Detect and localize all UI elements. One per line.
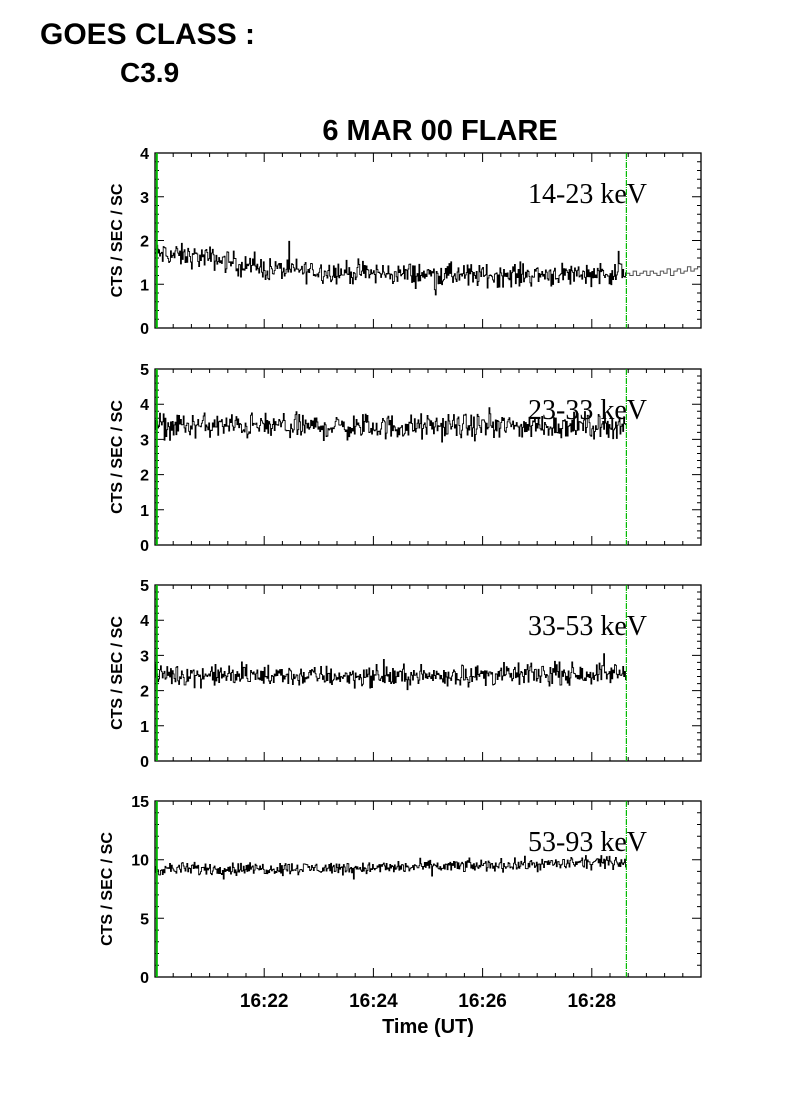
panel-4-x-ticks <box>154 801 702 977</box>
panel-2-band-label: 23-33 keV <box>528 395 647 426</box>
x-tick-label: 16:26 <box>458 991 507 1012</box>
panel-4-band-label: 53-93 keV <box>528 827 647 858</box>
panel-1-tail-curve <box>626 266 701 276</box>
panel-1-band-label: 14-23 keV <box>528 179 647 210</box>
panel-2-y-axis-label: CTS / SEC / SC <box>109 400 126 514</box>
panel-3-band-label: 33-53 keV <box>528 611 647 642</box>
panel-4-y-axis-label: CTS / SEC / SC <box>99 832 116 946</box>
panel-4-y-tick-label: 0 <box>140 970 149 987</box>
panel-4-y-tick-label: 15 <box>131 794 149 811</box>
panel-2-x-ticks <box>154 369 702 545</box>
x-axis-label: Time (UT) <box>382 1016 474 1038</box>
panel-2-y-tick-label: 4 <box>140 397 149 414</box>
panel-1-y-tick-label: 2 <box>140 234 149 251</box>
panel-2-y-tick-label: 5 <box>140 362 149 379</box>
panel-2-y-tick-label: 1 <box>140 503 149 520</box>
panel-3-y-tick-label: 4 <box>140 613 149 630</box>
goes-class-label: GOES CLASS : <box>40 18 256 51</box>
panel-2-lightcurve <box>155 407 627 443</box>
chart-title: 6 MAR 00 FLARE <box>322 115 557 147</box>
panel-4-y-tick-label: 5 <box>140 911 149 928</box>
panel-3-y-tick-label: 1 <box>140 719 149 736</box>
panel-2-y-tick-label: 2 <box>140 468 149 485</box>
panel-1-lightcurve <box>155 240 627 296</box>
panel-3-x-ticks <box>154 585 702 761</box>
panel-3-lightcurve <box>155 653 627 691</box>
panel-4-y-tick-label: 10 <box>131 853 149 870</box>
panel-3-y-axis-label: CTS / SEC / SC <box>109 616 126 730</box>
x-tick-label: 16:28 <box>567 991 616 1012</box>
panel-3-y-tick-label: 0 <box>140 754 149 771</box>
panel-1-y-tick-label: 1 <box>140 277 149 294</box>
panel-3-y-tick-label: 5 <box>140 578 149 595</box>
panel-1-y-tick-label: 3 <box>140 190 149 207</box>
panel-1-y-tick-label: 0 <box>140 321 149 338</box>
panel-2-y-tick-label: 3 <box>140 432 149 449</box>
panel-3-y-tick-label: 2 <box>140 684 149 701</box>
panel-2-y-tick-label: 0 <box>140 538 149 555</box>
x-tick-label: 16:22 <box>240 991 289 1012</box>
x-tick-label: 16:24 <box>349 991 398 1012</box>
panel-3-y-tick-label: 3 <box>140 648 149 665</box>
panel-1-y-tick-label: 4 <box>140 146 149 163</box>
goes-class-value: C3.9 <box>120 57 180 88</box>
panel-1-y-axis-label: CTS / SEC / SC <box>109 183 126 297</box>
panel-4-lightcurve <box>155 855 627 880</box>
panel-1-x-ticks <box>154 153 702 328</box>
